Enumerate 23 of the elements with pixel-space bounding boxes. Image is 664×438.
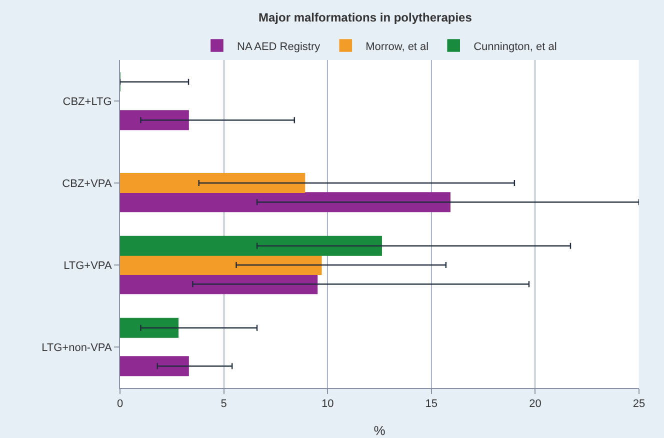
y-tick-label: LTG+non-VPA [42, 342, 112, 354]
legend-label: Morrow, et al [366, 40, 429, 53]
x-axis-title: % [374, 423, 386, 438]
x-tick-label: 25 [632, 398, 646, 410]
legend-label: NA AED Registry [237, 40, 321, 53]
bar [120, 356, 189, 376]
bar [120, 318, 179, 338]
y-tick-label: CBZ+LTG [62, 96, 112, 108]
bar [120, 173, 306, 193]
bar [120, 274, 318, 294]
bar [120, 110, 189, 130]
x-tick-label: 0 [116, 398, 124, 410]
x-tick-label: 10 [321, 398, 334, 410]
bar [120, 255, 322, 275]
x-tick-label: 15 [425, 398, 438, 410]
bar [120, 236, 382, 256]
y-tick-label: CBZ+VPA [62, 178, 112, 190]
x-tick-label: 5 [220, 398, 227, 410]
legend-label: Cunnington, et al [474, 40, 557, 53]
y-tick-label: LTG+VPA [64, 260, 112, 272]
bar [120, 192, 450, 212]
chart-title: Major malformations in polytherapies [258, 10, 472, 25]
x-tick-label: 20 [529, 398, 542, 410]
